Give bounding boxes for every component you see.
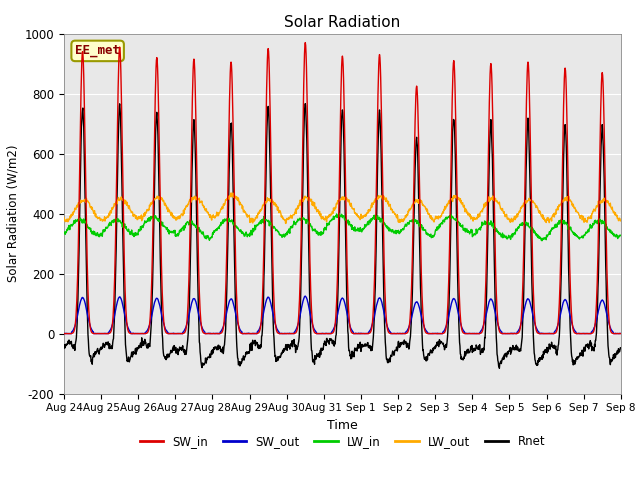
LW_out <box>246 216 254 222</box>
LW_in <box>538 238 545 243</box>
Rnet <box>184 336 191 342</box>
SW_out <box>616 331 624 336</box>
Y-axis label: Solar Radiation (W/m2): Solar Radiation (W/m2) <box>6 145 19 282</box>
LW_out <box>60 215 68 220</box>
SW_in <box>246 331 254 336</box>
SW_in <box>184 308 191 313</box>
Rnet <box>495 365 503 371</box>
SW_out <box>246 331 254 336</box>
Rnet <box>616 345 624 351</box>
Rnet <box>502 350 510 356</box>
SW_out <box>171 331 179 336</box>
LW_out <box>502 214 510 219</box>
Rnet <box>246 341 254 347</box>
LW_out <box>170 215 178 221</box>
LW_in <box>335 210 343 216</box>
LW_out <box>616 218 624 224</box>
LW_in <box>184 219 191 225</box>
LW_in <box>60 230 68 236</box>
Line: SW_in: SW_in <box>64 43 620 334</box>
LW_in <box>551 225 559 230</box>
SW_in <box>301 40 309 46</box>
Legend: SW_in, SW_out, LW_in, LW_out, Rnet: SW_in, SW_out, LW_in, LW_out, Rnet <box>135 430 550 453</box>
Rnet <box>429 346 436 351</box>
SW_in <box>616 331 624 336</box>
Rnet <box>170 343 178 348</box>
Line: LW_in: LW_in <box>64 213 620 240</box>
Text: EE_met: EE_met <box>75 44 120 58</box>
LW_in <box>502 235 509 240</box>
X-axis label: Time: Time <box>327 419 358 432</box>
LW_out <box>551 211 559 217</box>
LW_out <box>429 217 437 223</box>
SW_out <box>429 331 437 336</box>
SW_out <box>60 331 68 336</box>
LW_in <box>170 228 178 233</box>
LW_in <box>246 230 254 236</box>
Rnet <box>60 346 68 351</box>
LW_in <box>429 233 436 239</box>
SW_out <box>61 331 68 336</box>
LW_out <box>184 201 191 207</box>
Rnet <box>301 101 309 107</box>
LW_out <box>227 190 235 196</box>
Line: SW_out: SW_out <box>64 296 620 334</box>
SW_in <box>429 331 436 336</box>
Line: Rnet: Rnet <box>64 104 620 368</box>
SW_in <box>502 331 509 336</box>
SW_out <box>184 316 192 322</box>
SW_out <box>551 328 559 334</box>
SW_out <box>301 293 309 299</box>
SW_out <box>502 331 510 336</box>
LW_in <box>616 232 624 238</box>
SW_in <box>170 331 178 336</box>
Rnet <box>551 346 559 352</box>
SW_in <box>60 331 68 336</box>
LW_out <box>282 220 290 226</box>
Line: LW_out: LW_out <box>64 193 620 223</box>
SW_in <box>551 331 559 336</box>
Title: Solar Radiation: Solar Radiation <box>284 15 401 30</box>
